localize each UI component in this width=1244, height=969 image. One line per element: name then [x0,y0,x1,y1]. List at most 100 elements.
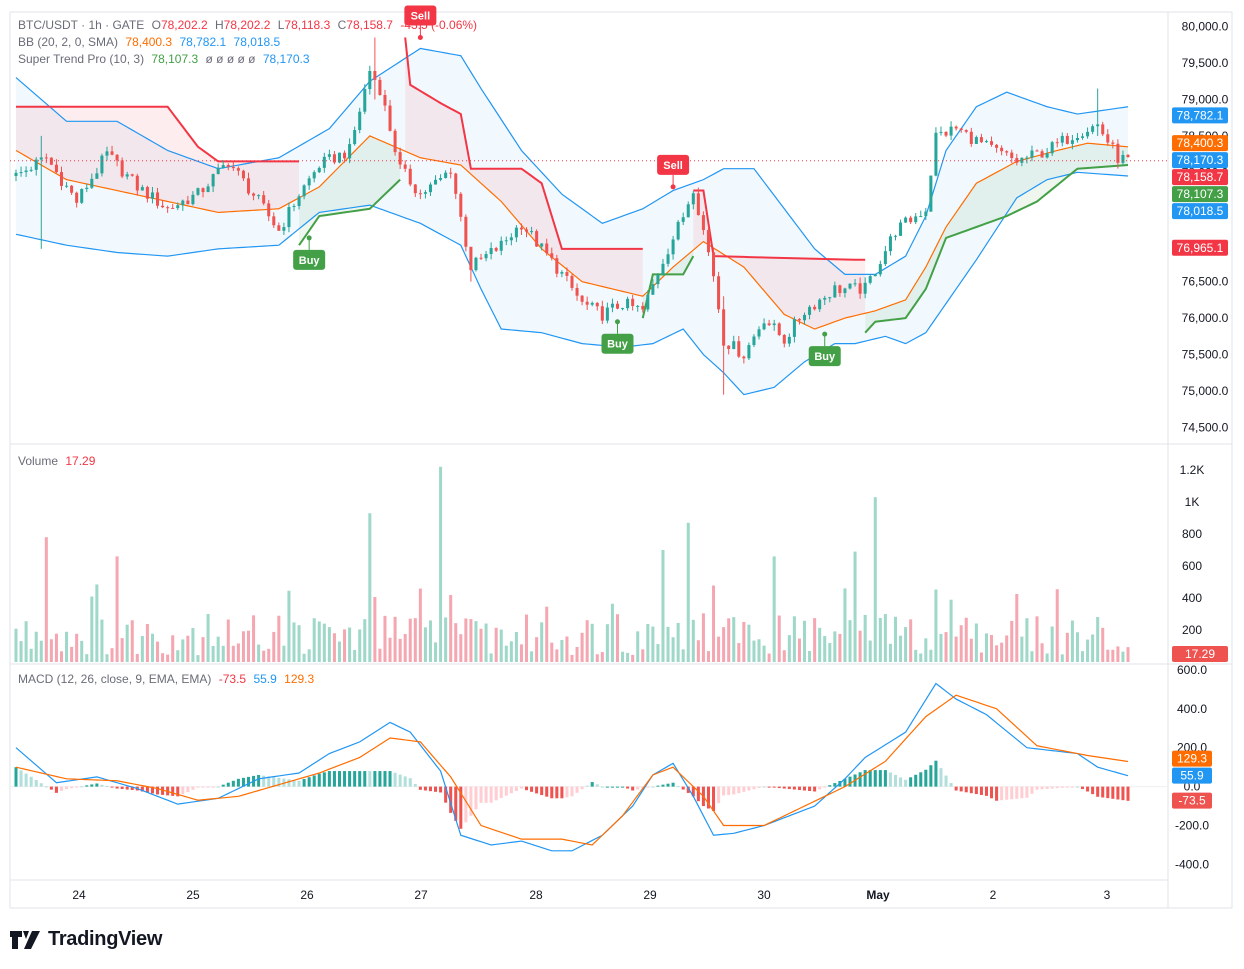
candle-body [858,283,862,294]
candle-body [135,175,139,191]
macd-histogram-bar [727,786,731,795]
volume-bar [944,632,948,662]
candle-body [176,205,180,209]
low-value: 78,118.3 [284,18,331,32]
candle-body [206,186,210,193]
candle-body [1126,155,1130,158]
candle-body [1086,131,1090,137]
volume-bar [519,644,523,662]
macd-histogram-bar [792,786,796,790]
high-label: H [215,18,224,32]
volume-bar [585,620,589,662]
chart-canvas[interactable]: 80,000.079,500.079,000.078,500.078,000.0… [0,0,1244,915]
price-tag: 78,107.3 [1172,186,1228,203]
candle-body [459,193,463,217]
volume-bar [1020,636,1024,662]
candle-body [848,283,852,289]
high-value: 78,202.2 [223,18,271,32]
volume-bar [954,636,958,662]
candle-body [545,243,549,254]
volume-bar [772,556,776,662]
macd-histogram-bar [595,784,599,787]
macd-histogram-bar [878,770,882,787]
volume-bar [565,636,569,662]
candle-body [226,165,230,167]
macd-histogram-bar [408,778,412,787]
signal-label: Buy [299,255,321,267]
volume-bar [135,653,139,662]
volume-bar [307,649,311,662]
signal-dot [670,184,676,190]
volume-bar [661,550,665,662]
volume-bar [1116,646,1120,662]
candle-body [610,303,614,308]
volume-bar [934,589,938,662]
macd-histogram-bar [29,776,33,787]
macd-histogram-bar [939,768,943,787]
volume-bar [44,537,48,662]
macd-axis-tick: -200.0 [1175,819,1209,833]
candle-body [307,178,311,186]
macd-histogram-bar [762,786,766,788]
macd-histogram-bar [373,771,377,787]
candle-body [1050,142,1054,154]
candle-body [949,126,953,136]
volume-bar [1111,649,1115,662]
volume-bar [413,618,417,662]
macd-histogram-bar [353,771,357,787]
macd-histogram-bar [535,786,539,794]
volume-bar [732,617,736,662]
macd-histogram-bar [287,779,291,787]
candle-body [519,227,523,230]
macd-tag-bg [1172,792,1212,809]
bollinger-basis-line [15,135,1129,330]
candle-body [474,257,478,271]
macd-histogram-bar [489,786,493,803]
macd-histogram-bar [383,771,387,787]
volume-bar [444,617,448,662]
candle-body [246,178,251,194]
volume-bar [838,633,842,662]
candle-body [990,141,994,145]
macd-histogram-bar [434,786,438,792]
volume-bar [504,645,508,662]
volume-bar [75,633,79,662]
candle-body [292,206,296,208]
volume-bar [343,629,347,662]
candle-body [1111,142,1115,144]
price-axis-tick: 76,000.0 [1182,311,1229,325]
volume-bar [368,513,372,662]
volume-bar [747,624,751,662]
volume-bar [1055,589,1059,662]
volume-bar [853,551,857,662]
candle-body [1080,136,1085,138]
candle-body [388,105,392,131]
candle-body [393,130,397,153]
volume-bar [1070,620,1074,662]
candle-body [696,193,700,216]
macd-histogram-bar [161,786,165,795]
candle-body [353,130,357,145]
macd-histogram-bar [514,786,518,791]
candle-body [1000,147,1004,152]
candle-body [85,187,89,190]
volume-bar [39,640,43,662]
volume-bar [848,620,852,662]
volume-bar [322,623,326,662]
time-axis-tick: 27 [414,888,428,902]
macd-histogram-bar [80,786,84,788]
macd-tag-bg [1172,750,1212,767]
candle-body [100,155,104,174]
volume-bar [337,641,342,662]
candle-body [595,302,599,307]
tradingview-logo[interactable]: TradingView [10,928,162,951]
candle-body [358,111,362,131]
macd-histogram-bar [292,780,296,787]
candle-body [944,131,948,136]
bb-lower-value: 78,018.5 [233,35,281,49]
macd-histogram-bar [317,773,321,787]
candle-body [656,275,660,285]
volume-bar [656,644,660,662]
volume-axis-tick: 800 [1182,527,1202,541]
candle-body [1060,135,1064,143]
